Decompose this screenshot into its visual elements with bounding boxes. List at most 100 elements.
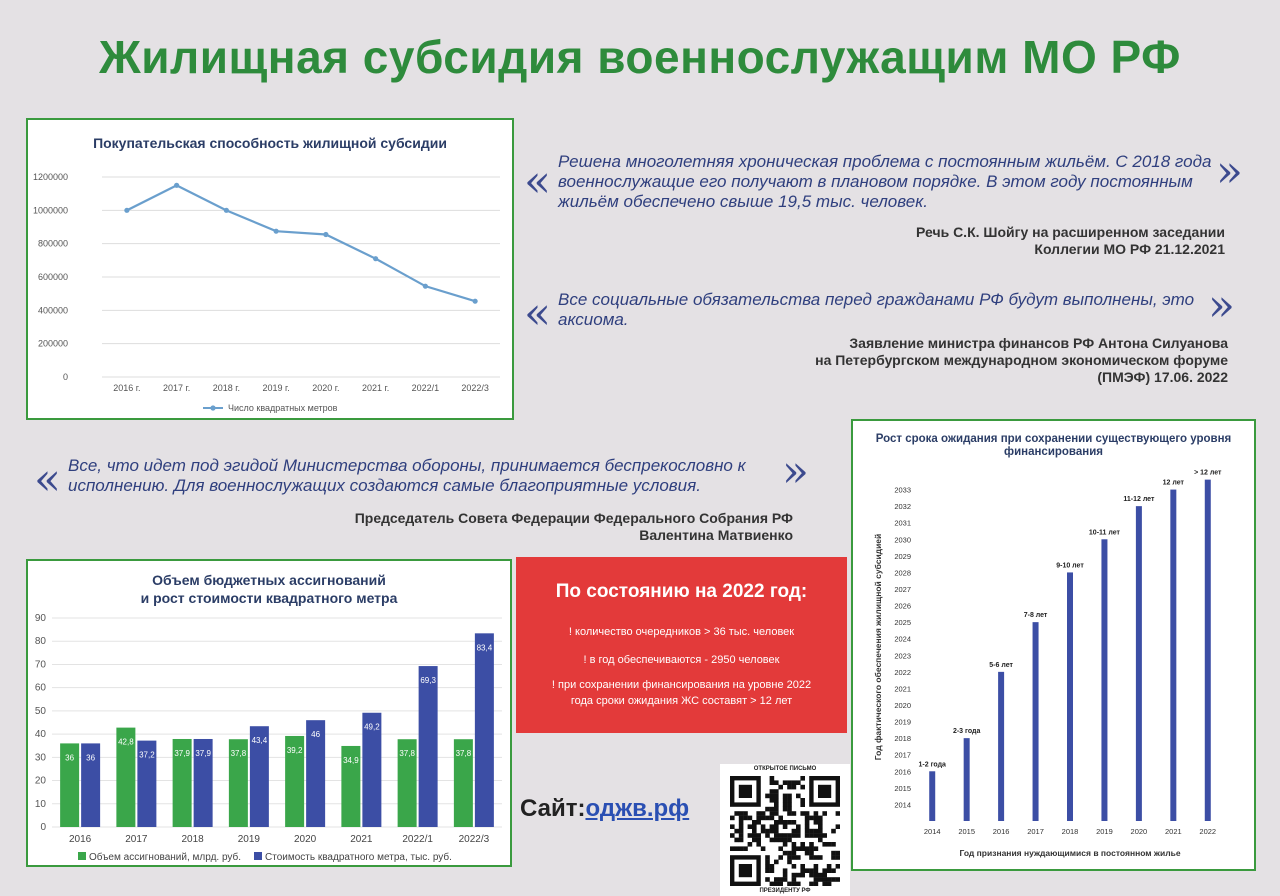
qr-module: [835, 811, 840, 816]
qr-module: [809, 846, 814, 851]
attribution-line: на Петербургском международном экономиче…: [815, 352, 1228, 368]
x-tick-label: 2016 г.: [113, 383, 140, 393]
qr-module: [818, 877, 823, 882]
qr-module: [778, 833, 783, 838]
bar-value-label: 36: [65, 753, 74, 762]
qr-module: [813, 828, 819, 834]
qr-module: [800, 798, 805, 803]
qr-module: [800, 868, 805, 873]
bar-value-label: 37,8: [456, 749, 472, 758]
qr-module: [813, 815, 819, 821]
y-tick-label: 2026: [894, 602, 911, 611]
qr-module: [800, 802, 805, 807]
qr-module: [809, 868, 814, 873]
bar-value-label: 37,8: [231, 749, 247, 758]
x-tick-label: 2019: [1096, 827, 1113, 836]
qr-module: [809, 850, 814, 856]
data-point: [223, 207, 229, 213]
purchasing-power-title: Покупательская способность жилищной субс…: [93, 135, 447, 151]
qr-module: [769, 864, 775, 869]
qr-module: [769, 828, 775, 834]
site-label: Сайт:: [520, 795, 586, 822]
data-point: [174, 182, 180, 188]
qr-module: [787, 859, 792, 865]
y-tick-label: 2033: [894, 486, 911, 495]
qr-module: [826, 864, 832, 869]
y-tick-label: 90: [35, 613, 47, 624]
qr-module: [765, 859, 770, 865]
qr-module: [782, 872, 788, 878]
y-tick-label: 200000: [38, 339, 68, 349]
budget-bar: [453, 739, 473, 827]
y-tick-label: 60: [35, 683, 47, 694]
qr-module: [765, 828, 770, 834]
qr-module: [822, 881, 827, 886]
qr-module: [734, 837, 739, 843]
y-tick-label: 400000: [38, 305, 68, 315]
qr-top-caption: ОТКРЫТОЕ ПИСЬМО: [753, 766, 817, 772]
qr-code[interactable]: ОТКРЫТОЕ ПИСЬМО ПРЕЗИДЕНТУ РФ: [720, 764, 850, 896]
qr-module: [765, 855, 770, 860]
qr-module: [778, 815, 783, 821]
data-point: [124, 207, 130, 213]
site-row: Сайт:оджв.рф: [520, 795, 689, 823]
x-tick-label: 2022: [1199, 827, 1216, 836]
y-tick-label: 2021: [894, 684, 911, 693]
qr-module: [800, 872, 805, 878]
qr-module: [809, 833, 814, 838]
qr-module: [774, 798, 779, 803]
qr-module: [791, 864, 797, 869]
shoigu-attribution: Речь С.К. Шойгу на расширенном заседании…: [916, 224, 1225, 258]
qr-module: [769, 776, 775, 781]
qr-module: [774, 802, 779, 807]
qr-module: [774, 833, 779, 838]
budget-bar: [341, 745, 361, 827]
qr-module: [813, 864, 819, 869]
qr-module: [760, 846, 766, 851]
qr-module: [800, 776, 805, 781]
qr-module: [791, 881, 797, 886]
sqm-cost-bar: [193, 738, 213, 827]
qr-module: [813, 868, 819, 873]
qr-module: [800, 864, 805, 869]
qr-module: [831, 842, 836, 847]
status-item: ! при сохранении финансирования на уровн…: [551, 679, 812, 707]
qr-module: [774, 780, 779, 785]
qr-module: [782, 824, 788, 829]
qr-module: [835, 850, 840, 856]
qr-module: [765, 864, 770, 869]
x-tick-label: 2018: [1062, 827, 1079, 836]
qr-module: [809, 828, 814, 834]
purchasing-power-chart: 0 200000 400000 600000 800000 1000000 1200000 2…: [33, 172, 500, 413]
qr-module: [782, 820, 788, 825]
qr-module: [818, 820, 823, 825]
qr-module: [791, 846, 797, 851]
qr-module: [752, 820, 757, 825]
qr-module: [813, 855, 819, 860]
qr-module: [778, 877, 783, 882]
legend-label: Объем ассигнований, млрд. руб.: [89, 851, 241, 863]
site-link[interactable]: оджв.рф: [585, 795, 690, 822]
qr-module: [769, 811, 775, 816]
siluanov-quote: Все социальные обязательства перед гражд…: [558, 290, 1195, 329]
bar-value-label: 83,4: [477, 643, 493, 652]
qr-module: [804, 811, 810, 816]
qr-module: [791, 850, 797, 856]
qr-module: [769, 793, 775, 799]
qr-module: [791, 842, 797, 847]
qr-module: [818, 824, 823, 829]
qr-module: [822, 842, 827, 847]
bar-value-label: 7-8 лет: [1024, 612, 1048, 619]
x-tick-label: 2021 г.: [362, 383, 389, 393]
qr-module: [804, 850, 810, 856]
qr-module: [804, 828, 810, 834]
x-tick-label: 2015: [958, 827, 975, 836]
qr-module: [822, 877, 827, 882]
shoigu-quote: Решена многолетняя хроническая проблема …: [558, 152, 1212, 211]
qr-module: [760, 811, 766, 816]
quote-open-mark: «: [34, 454, 61, 505]
qr-module: [760, 824, 766, 829]
qr-module: [743, 846, 748, 851]
y-tick-label: 800000: [38, 239, 68, 249]
waiting-time-title: Рост срока ожидания при сохранении сущес…: [853, 433, 1254, 459]
